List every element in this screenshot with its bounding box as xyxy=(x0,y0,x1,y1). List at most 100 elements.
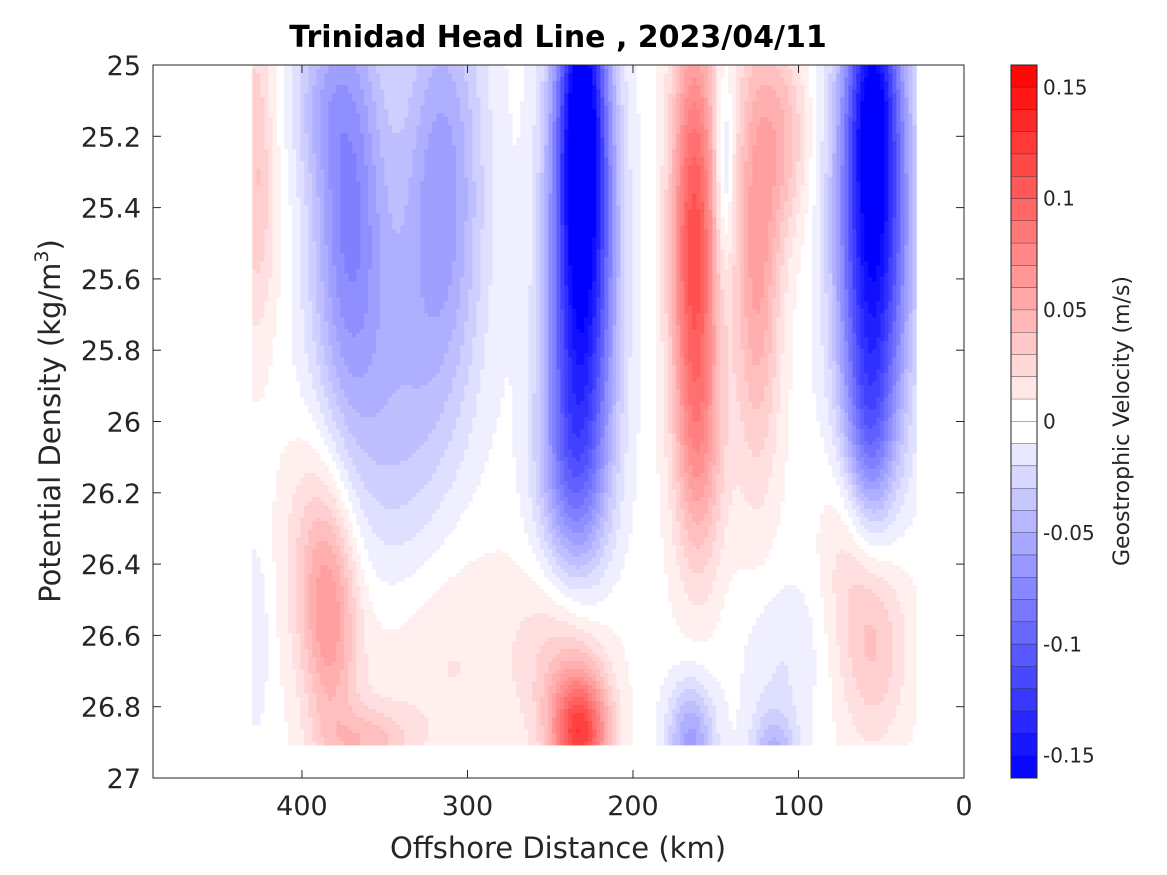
contour-cell xyxy=(388,137,393,142)
contour-cell xyxy=(412,101,417,106)
contour-cell xyxy=(564,81,569,86)
contour-cell xyxy=(688,165,693,170)
contour-cell xyxy=(444,85,449,90)
contour-cell xyxy=(460,121,465,126)
contour-cell xyxy=(660,129,665,134)
contour-cell xyxy=(456,101,461,106)
contour-cell xyxy=(664,77,669,82)
contour-cell xyxy=(824,145,829,150)
contour-cell xyxy=(836,177,841,182)
contour-cell xyxy=(800,85,805,90)
contour-cell xyxy=(912,133,917,138)
contour-cell xyxy=(432,81,437,86)
contour-cell xyxy=(748,161,753,166)
contour-cell xyxy=(772,129,777,134)
contour-cell xyxy=(748,97,753,102)
contour-cell xyxy=(800,101,805,106)
contour-cell xyxy=(692,113,697,118)
contour-cell xyxy=(900,161,905,166)
contour-cell xyxy=(784,165,789,170)
contour-cell xyxy=(868,145,873,150)
contour-cell xyxy=(316,133,321,138)
contour-cell xyxy=(760,93,765,98)
contour-cell xyxy=(772,105,777,110)
contour-cell xyxy=(364,161,369,166)
contour-cell xyxy=(476,165,481,170)
contour-cell xyxy=(580,73,585,78)
contour-cell xyxy=(864,101,869,106)
contour-cell xyxy=(900,89,905,94)
contour-cell xyxy=(432,133,437,138)
contour-cell xyxy=(424,117,429,122)
contour-cell xyxy=(792,173,797,178)
contour-cell xyxy=(828,129,833,134)
contour-cell xyxy=(272,117,277,122)
contour-cell xyxy=(588,81,593,86)
contour-cell xyxy=(860,145,865,150)
contour-cell xyxy=(472,141,477,146)
contour-cell xyxy=(692,153,697,158)
contour-cell xyxy=(900,97,905,102)
contour-cell xyxy=(484,85,489,90)
contour-cell xyxy=(452,125,457,130)
contour-cell xyxy=(396,149,401,154)
contour-cell xyxy=(540,129,545,134)
contour-cell xyxy=(416,177,421,182)
contour-cell xyxy=(368,137,373,142)
contour-cell xyxy=(440,81,445,86)
contour-cell xyxy=(836,97,841,102)
contour-cell xyxy=(764,181,769,186)
contour-cell xyxy=(820,137,825,142)
contour-cell xyxy=(892,81,897,86)
contour-cell xyxy=(384,129,389,134)
contour-cell xyxy=(724,137,729,142)
contour-cell xyxy=(660,169,665,174)
contour-cell xyxy=(800,65,805,70)
contour-cell xyxy=(468,109,473,114)
contour-cell xyxy=(584,133,589,138)
contour-cell xyxy=(680,81,685,86)
contour-cell xyxy=(840,109,845,114)
contour-cell xyxy=(800,117,805,122)
contour-cell xyxy=(852,181,857,186)
contour-cell xyxy=(504,157,509,162)
contour-cell xyxy=(272,173,277,178)
contour-cell xyxy=(896,189,901,194)
contour-cell xyxy=(868,177,873,182)
contour-cell xyxy=(756,185,761,190)
contour-cell xyxy=(612,145,617,150)
contour-cell xyxy=(676,121,681,126)
contour-cell xyxy=(392,133,397,138)
contour-cell xyxy=(544,105,549,110)
contour-cell xyxy=(460,141,465,146)
contour-cell xyxy=(444,169,449,174)
contour-cell xyxy=(396,117,401,122)
contour-cell xyxy=(488,173,493,178)
contour-cell xyxy=(464,69,469,74)
contour-cell xyxy=(604,117,609,122)
contour-cell xyxy=(436,145,441,150)
contour-cell xyxy=(604,77,609,82)
contour-cell xyxy=(524,157,529,162)
contour-cell xyxy=(880,109,885,114)
contour-cell xyxy=(596,161,601,166)
contour-cell xyxy=(668,69,673,74)
contour-cell xyxy=(448,177,453,182)
contour-cell xyxy=(464,73,469,78)
contour-cell xyxy=(860,153,865,158)
contour-cell xyxy=(856,141,861,146)
contour-cell xyxy=(816,77,821,82)
contour-cell xyxy=(372,77,377,82)
contour-cell xyxy=(712,65,717,70)
contour-cell xyxy=(616,141,621,146)
contour-cell xyxy=(616,125,621,130)
contour-cell xyxy=(856,157,861,162)
contour-cell xyxy=(380,133,385,138)
contour-cell xyxy=(252,113,257,118)
contour-cell xyxy=(764,177,769,182)
contour-cell xyxy=(368,85,373,90)
contour-cell xyxy=(276,149,281,154)
contour-cell xyxy=(508,133,513,138)
contour-cell xyxy=(424,133,429,138)
contour-cell xyxy=(908,181,913,186)
